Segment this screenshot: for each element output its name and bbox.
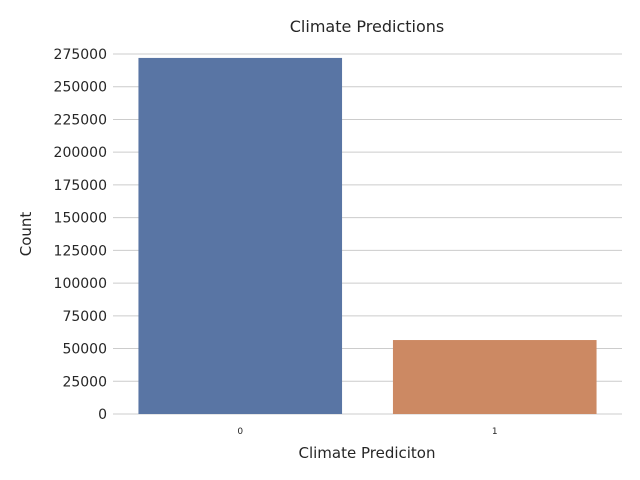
- x-tick-label: 0: [237, 427, 243, 437]
- chart-title: Climate Predictions: [290, 17, 444, 36]
- y-tick-label: 75000: [62, 309, 107, 325]
- y-tick-label: 125000: [54, 243, 107, 259]
- y-tick-labels: 0 25000 50000 75000 100000 125000 150000 175000…: [54, 47, 107, 423]
- bar-1: [392, 340, 597, 414]
- bar-0: [138, 57, 343, 414]
- y-axis-label: Count: [17, 212, 35, 257]
- y-tick-label: 50000: [62, 342, 107, 358]
- y-tick-label: 100000: [54, 276, 107, 292]
- y-tick-label: 175000: [54, 178, 107, 194]
- x-axis-label: Climate Prediciton: [298, 444, 435, 462]
- y-tick-label: 200000: [54, 145, 107, 161]
- y-tick-label: 150000: [54, 211, 107, 227]
- y-tick-label: 25000: [62, 374, 107, 390]
- y-tick-label: 275000: [54, 47, 107, 63]
- y-tick-label: 225000: [54, 112, 107, 128]
- x-tick-label: 1: [492, 427, 498, 437]
- bars: [138, 57, 597, 414]
- y-tick-label: 250000: [54, 80, 107, 96]
- y-tick-label: 0: [98, 407, 107, 423]
